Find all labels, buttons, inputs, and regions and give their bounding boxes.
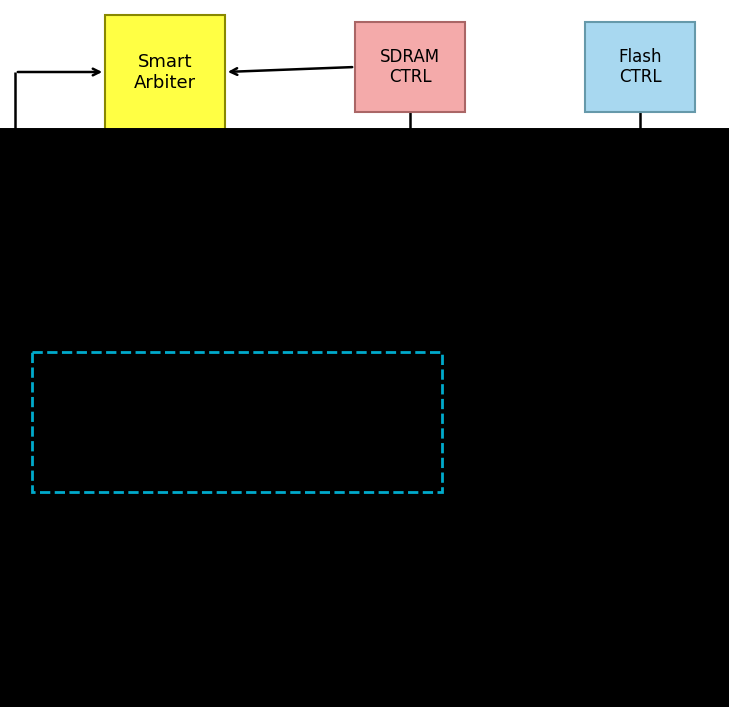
Text: Flash
CTRL: Flash CTRL — [573, 400, 617, 439]
Bar — [355, 22, 465, 112]
Text: DMAC_0: DMAC_0 — [436, 259, 504, 276]
Bar — [56, 148, 674, 188]
Text: SDRAM CTRL
with DMAC: SDRAM CTRL with DMAC — [260, 400, 390, 439]
Text: SDRAM
CTRL: SDRAM CTRL — [380, 47, 440, 86]
Text: DMAC_1: DMAC_1 — [619, 259, 687, 276]
Bar — [60, 372, 175, 467]
Polygon shape — [674, 148, 712, 188]
Text: (B) 다중 채널 네트워크 + Smart arbiter: (B) 다중 채널 네트워크 + Smart arbiter — [257, 683, 471, 697]
Text: Smart
Arbiter: Smart Arbiter — [89, 400, 146, 439]
Bar — [415, 220, 525, 315]
Bar — [225, 362, 425, 477]
Bar — [18, 500, 712, 590]
Text: Flash
CTRL: Flash CTRL — [618, 47, 662, 86]
Text: M: M — [283, 499, 299, 517]
Polygon shape — [18, 148, 56, 188]
Text: IF: IF — [89, 259, 105, 276]
Text: S: S — [259, 573, 271, 591]
Bar — [210, 630, 320, 707]
Text: M: M — [461, 573, 478, 591]
Bar — [230, 220, 340, 315]
Bar — [105, 15, 225, 130]
Bar — [598, 220, 708, 315]
Text: S: S — [111, 499, 123, 517]
Bar — [540, 372, 650, 467]
Text: MCU: MCU — [265, 259, 305, 276]
Bar — [585, 22, 695, 112]
Text: Smart
Arbiter: Smart Arbiter — [134, 53, 196, 92]
Text: IF: IF — [257, 666, 273, 684]
Bar — [415, 630, 525, 707]
Text: S: S — [589, 499, 601, 517]
Text: M: M — [350, 499, 366, 517]
Text: Multi-Channel On-Chip Network: Multi-Channel On-Chip Network — [223, 536, 507, 554]
Bar — [42, 220, 152, 315]
Text: (A) 단일 채널 네트워크 + Smart arbiter: (A) 단일 채널 네트워크 + Smart arbiter — [257, 335, 471, 349]
Bar — [32, 352, 442, 492]
Text: MCU: MCU — [449, 666, 491, 684]
